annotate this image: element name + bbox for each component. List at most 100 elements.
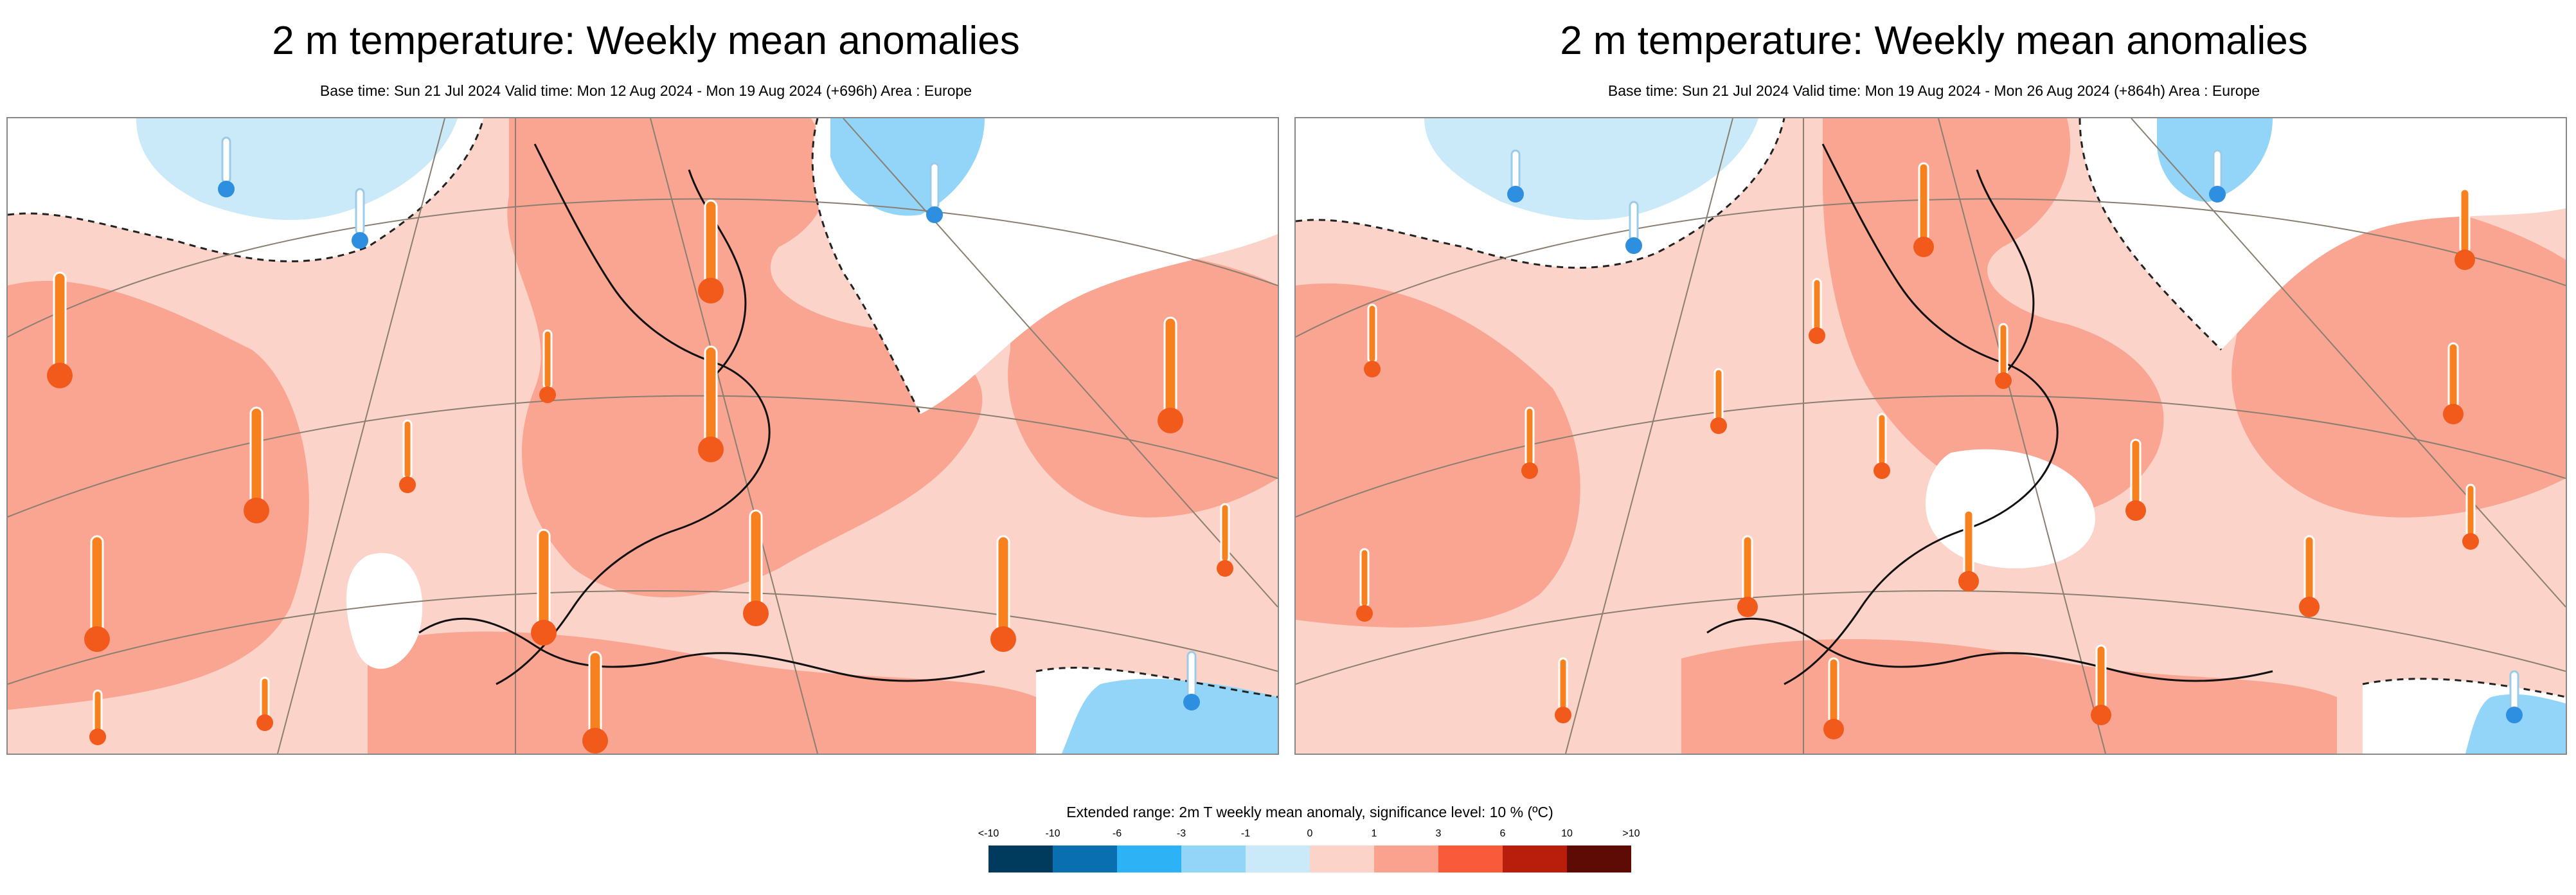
- legend-tick-label: >10: [1622, 828, 1640, 839]
- panel-subtitle: Base time: Sun 21 Jul 2024 Valid time: M…: [319, 82, 972, 99]
- cold-region-red-sea: [1062, 678, 1278, 754]
- longitude-line: [1565, 118, 1733, 754]
- anomaly-map-week1[interactable]: [6, 117, 1279, 755]
- thermometer-warm-icon: [47, 271, 73, 388]
- thermometer-cold-icon: [2209, 149, 2226, 203]
- coastline: [496, 143, 771, 685]
- color-legend: Extended range: 2m T weekly mean anomaly…: [978, 804, 1640, 874]
- thermometer-warm-icon: [1995, 323, 2012, 389]
- latitude-line: [8, 590, 1278, 685]
- thermometer-warm-icon: [2299, 535, 2320, 617]
- cold-region-greenland-sea: [136, 118, 458, 221]
- thermometer-warm-icon: [743, 509, 769, 626]
- legend-tick-label: <-10: [978, 828, 999, 839]
- thermometer-warm-icon: [89, 689, 106, 745]
- coastline: [418, 617, 985, 682]
- legend-tick-label: -10: [1045, 828, 1060, 839]
- panel-title: 2 m temperature: Weekly mean anomalies: [1560, 19, 2308, 63]
- legend-tick-label: -6: [1112, 828, 1122, 839]
- thermometer-cold-icon: [926, 162, 943, 223]
- left-map-panel: 2 m temperature: Weekly mean anomalies B…: [6, 0, 1285, 759]
- right-map-panel: 2 m temperature: Weekly mean anomalies B…: [1294, 0, 2573, 759]
- thermometer-warm-icon: [244, 406, 269, 523]
- longitude-line: [1938, 118, 2106, 754]
- thermometer-warm-icon: [1158, 316, 1183, 433]
- legend-color-bar: [988, 845, 1631, 872]
- warm-region-russia: [1008, 243, 1278, 518]
- legend-swatch: [1310, 845, 1374, 872]
- warm-region-atlantic: [8, 280, 309, 710]
- thermometer-warm-icon: [84, 535, 110, 652]
- warm-region-central-europe: [507, 118, 983, 597]
- thermometer-warm-icon: [1356, 548, 1373, 622]
- thermometer-warm-icon: [1555, 657, 1571, 723]
- map-canvas: [8, 118, 1278, 754]
- legend-tick-label: 1: [1371, 828, 1377, 839]
- thermometer-warm-icon: [2125, 438, 2146, 521]
- coastline: [688, 169, 747, 377]
- thermometer-warm-icon: [2091, 644, 2111, 725]
- thermometer-cold-icon: [352, 188, 368, 249]
- thermometer-warm-icon: [1364, 303, 1381, 377]
- legend-swatch: [1117, 845, 1181, 872]
- significance-contour: [1035, 667, 1278, 698]
- thermometer-warm-icon: [399, 419, 416, 493]
- cold-region-barents: [830, 118, 985, 216]
- coastline: [1706, 617, 2273, 682]
- significance-contour: [2079, 118, 2223, 351]
- legend-swatch: [988, 845, 1053, 872]
- legend-title: Extended range: 2m T weekly mean anomaly…: [1066, 804, 1553, 820]
- legend-swatch: [1567, 845, 1631, 872]
- thermometer-warm-icon: [1710, 368, 1727, 434]
- warm-region-north-africa: [1681, 639, 2337, 754]
- legend-tick-label: -1: [1240, 828, 1251, 839]
- thermometer-warm-icon: [1809, 278, 1825, 344]
- thermometer-warm-icon: [1823, 657, 1844, 739]
- longitude-line: [843, 118, 1278, 608]
- latitude-line: [1296, 198, 2566, 338]
- longitude-line: [277, 118, 445, 754]
- legend-tick-label: 6: [1499, 828, 1506, 839]
- panel-subtitle: Base time: Sun 21 Jul 2024 Valid time: M…: [1607, 82, 2260, 99]
- legend-swatch: [1181, 845, 1246, 872]
- legend-tick-label: 3: [1435, 828, 1442, 839]
- anomaly-map-week2[interactable]: [1294, 117, 2567, 755]
- thermometer-warm-icon: [531, 529, 557, 646]
- legend-tick-label: -3: [1176, 828, 1186, 839]
- cold-region-red-sea: [2465, 694, 2566, 754]
- latitude-line: [1296, 395, 2566, 518]
- coastline: [1784, 143, 2059, 685]
- longitude-line: [2131, 118, 2566, 608]
- thermometer-warm-icon: [698, 345, 724, 462]
- warm-region-central-europe: [1823, 118, 2164, 514]
- thermometer-warm-icon: [582, 651, 608, 754]
- thermometer-cold-icon: [2506, 670, 2523, 723]
- coastline: [1976, 169, 2035, 377]
- legend-swatch: [1503, 845, 1567, 872]
- thermometer-warm-icon: [256, 676, 273, 731]
- legend-swatch: [1246, 845, 1310, 872]
- thermometer-cold-icon: [1625, 201, 1642, 254]
- significance-contour: [1296, 118, 1785, 269]
- significance-contour: [8, 118, 485, 262]
- significance-contour: [811, 118, 922, 415]
- thermometer-warm-icon: [1217, 503, 1233, 577]
- legend-tick-label: 10: [1561, 828, 1573, 839]
- legend-tick-label: 0: [1307, 828, 1313, 839]
- thermometer-cold-icon: [218, 136, 235, 197]
- latitude-line: [8, 198, 1278, 338]
- longitude-line: [650, 118, 818, 754]
- legend-swatch: [1438, 845, 1503, 872]
- thermometer-warm-icon: [1958, 509, 1979, 592]
- thermometer-cold-icon: [1507, 149, 1524, 203]
- legend-swatch: [1053, 845, 1117, 872]
- thermometer-warm-icon: [1913, 162, 1934, 257]
- thermometer-warm-icon: [698, 199, 724, 303]
- significance-contour: [2362, 678, 2566, 698]
- thermometer-warm-icon: [539, 329, 556, 403]
- thermometer-warm-icon: [1737, 535, 1758, 617]
- warm-region-russia: [2232, 193, 2566, 518]
- thermometer-warm-icon: [1521, 406, 1538, 479]
- latitude-line: [8, 395, 1278, 518]
- thermometer-warm-icon: [990, 535, 1016, 652]
